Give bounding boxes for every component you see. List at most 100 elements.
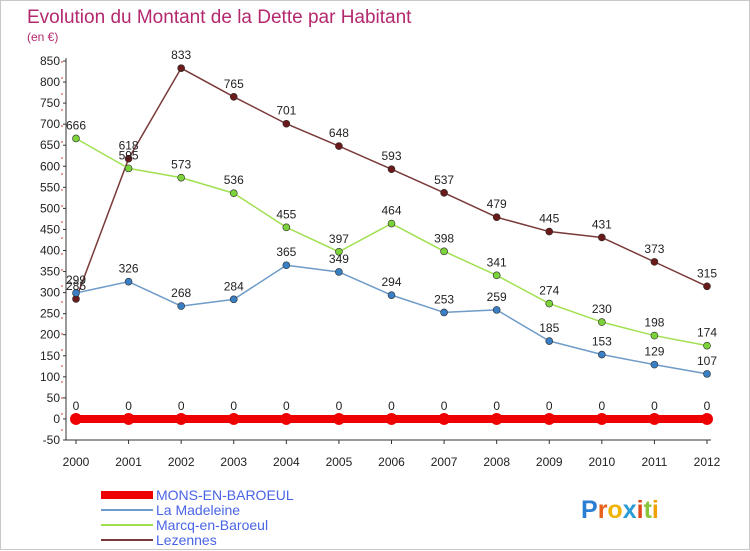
data-point bbox=[385, 412, 398, 425]
data-point bbox=[122, 412, 135, 425]
data-point bbox=[124, 164, 133, 173]
data-point bbox=[282, 119, 291, 128]
data-point bbox=[701, 412, 713, 425]
data-label: 0 bbox=[73, 399, 80, 413]
x-tick-label: 2006 bbox=[378, 455, 405, 469]
data-point bbox=[72, 134, 80, 143]
series-line bbox=[75, 67, 708, 300]
data-label: 0 bbox=[125, 399, 132, 413]
data-point bbox=[440, 247, 448, 256]
data-label: 365 bbox=[276, 245, 296, 259]
legend-label: MONS-EN-BAROEUL bbox=[156, 487, 294, 503]
y-tick-label: 100 bbox=[40, 370, 60, 384]
logo-letter: i bbox=[637, 496, 644, 524]
data-point bbox=[595, 412, 608, 425]
data-point bbox=[492, 213, 501, 222]
logo-letter: r bbox=[598, 496, 608, 524]
x-tick-label: 2004 bbox=[273, 455, 300, 469]
y-tick-label: 250 bbox=[40, 307, 60, 321]
data-label: 268 bbox=[171, 286, 191, 300]
data-label: 174 bbox=[697, 326, 717, 340]
data-point bbox=[545, 337, 554, 345]
data-point bbox=[72, 289, 80, 297]
data-point bbox=[492, 306, 501, 314]
y-tick-label: 150 bbox=[40, 349, 60, 363]
data-label: 230 bbox=[592, 302, 612, 316]
data-point bbox=[227, 412, 240, 425]
data-label: 285 bbox=[66, 279, 86, 293]
y-tick-label: 750 bbox=[40, 96, 60, 110]
data-label: 595 bbox=[119, 148, 139, 162]
data-label: 593 bbox=[381, 149, 401, 163]
x-tick-label: 2012 bbox=[694, 455, 721, 469]
logo-text: Proxiti bbox=[581, 496, 659, 524]
data-label: 253 bbox=[434, 292, 454, 306]
data-label: 0 bbox=[178, 399, 185, 413]
data-label: 107 bbox=[697, 354, 717, 368]
data-point bbox=[543, 412, 556, 425]
x-tick-label: 2011 bbox=[642, 455, 668, 469]
data-point bbox=[545, 299, 554, 308]
logo-letter: P bbox=[581, 496, 598, 524]
data-label: 198 bbox=[644, 316, 664, 330]
data-label: 259 bbox=[487, 290, 507, 304]
data-label: 648 bbox=[329, 126, 349, 140]
data-point bbox=[490, 412, 503, 425]
series-marcq-en-baroeul: 666 595 573 536 455 397 464 398 341 274 230 198 174 bbox=[66, 118, 717, 350]
y-tick-label: 550 bbox=[40, 180, 60, 194]
x-tick-label: 2007 bbox=[431, 455, 458, 469]
y-tick-label: 700 bbox=[40, 117, 60, 131]
data-label: 666 bbox=[66, 118, 86, 132]
data-point bbox=[280, 412, 293, 425]
data-label: 833 bbox=[171, 48, 191, 62]
data-label: 299 bbox=[66, 273, 86, 287]
data-label: 0 bbox=[598, 399, 605, 413]
legend-label: Marcq-en-Baroeul bbox=[156, 517, 268, 533]
proxiti-logo: Proxiti bbox=[581, 496, 659, 524]
data-label: 701 bbox=[276, 104, 296, 118]
legend-label: La Madeleine bbox=[156, 502, 240, 518]
data-point bbox=[335, 142, 343, 150]
data-point bbox=[175, 412, 188, 425]
data-label: 284 bbox=[224, 279, 244, 293]
axes: -50 0 50 100 150 200 250 300 350 400 450 500 550 600 6… bbox=[40, 54, 721, 469]
data-label: 0 bbox=[230, 399, 237, 413]
data-point bbox=[438, 412, 451, 425]
data-point bbox=[335, 268, 343, 276]
data-point bbox=[124, 154, 133, 163]
data-label: 537 bbox=[434, 173, 454, 187]
data-label: 445 bbox=[539, 212, 559, 226]
data-label: 315 bbox=[697, 266, 717, 280]
data-label: 464 bbox=[381, 204, 401, 218]
data-label: 573 bbox=[171, 158, 191, 172]
data-label: 618 bbox=[119, 139, 139, 153]
series-mons-en-baroeul: 0 0 0 0 0 0 0 0 0 0 0 0 0 bbox=[70, 399, 713, 425]
data-point bbox=[387, 165, 396, 174]
data-point bbox=[282, 261, 291, 270]
data-label: 0 bbox=[441, 399, 448, 413]
data-point bbox=[703, 370, 711, 378]
y-tick-label: 50 bbox=[47, 391, 61, 405]
x-tick-label: 2002 bbox=[168, 455, 195, 469]
data-point bbox=[335, 247, 343, 256]
data-label: 129 bbox=[644, 345, 664, 359]
data-label: 274 bbox=[539, 284, 559, 298]
data-point bbox=[124, 277, 133, 286]
data-point bbox=[177, 173, 185, 182]
data-point bbox=[177, 302, 185, 310]
data-label: 0 bbox=[546, 399, 553, 413]
data-point bbox=[229, 92, 238, 101]
x-tick-label: 2000 bbox=[63, 455, 90, 469]
data-point bbox=[703, 282, 711, 291]
data-label: 373 bbox=[644, 242, 664, 256]
data-label: 431 bbox=[592, 217, 612, 231]
data-point bbox=[598, 350, 606, 359]
series-la-madeleine: 299 326 268 284 365 349 294 253 259 185 153 129 107 bbox=[66, 245, 717, 378]
data-point bbox=[70, 412, 82, 425]
data-label: 153 bbox=[592, 335, 612, 349]
logo-letter: t bbox=[644, 496, 653, 524]
y-tick-label: 600 bbox=[40, 159, 60, 173]
data-point bbox=[598, 318, 606, 326]
data-point bbox=[650, 360, 659, 369]
